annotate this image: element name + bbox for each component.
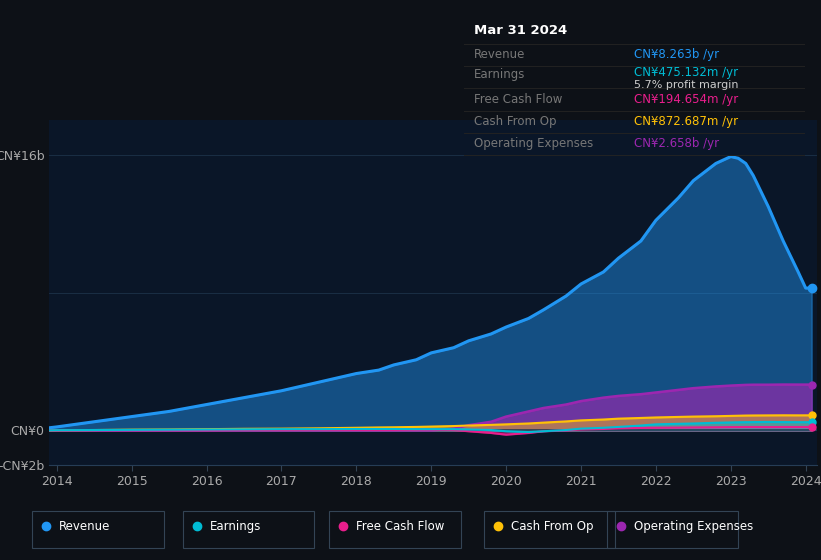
Text: Operating Expenses: Operating Expenses — [635, 520, 754, 533]
Text: CN¥8.263b /yr: CN¥8.263b /yr — [635, 48, 719, 61]
Bar — [608, 511, 739, 548]
Text: Earnings: Earnings — [474, 68, 525, 81]
Text: Operating Expenses: Operating Expenses — [474, 137, 594, 150]
Bar — [32, 511, 163, 548]
Text: CN¥2.658b /yr: CN¥2.658b /yr — [635, 137, 719, 150]
Text: Mar 31 2024: Mar 31 2024 — [474, 24, 567, 37]
Text: Cash From Op: Cash From Op — [511, 520, 594, 533]
Bar — [484, 511, 615, 548]
Text: CN¥194.654m /yr: CN¥194.654m /yr — [635, 93, 738, 106]
Text: CN¥475.132m /yr: CN¥475.132m /yr — [635, 66, 738, 79]
Text: CN¥872.687m /yr: CN¥872.687m /yr — [635, 115, 738, 128]
Text: Revenue: Revenue — [474, 48, 525, 61]
Bar — [329, 511, 461, 548]
Text: Free Cash Flow: Free Cash Flow — [474, 93, 562, 106]
Text: Earnings: Earnings — [210, 520, 261, 533]
Text: Cash From Op: Cash From Op — [474, 115, 557, 128]
Text: Free Cash Flow: Free Cash Flow — [356, 520, 445, 533]
Bar — [183, 511, 314, 548]
Text: Revenue: Revenue — [59, 520, 111, 533]
Text: 5.7% profit margin: 5.7% profit margin — [635, 80, 739, 90]
